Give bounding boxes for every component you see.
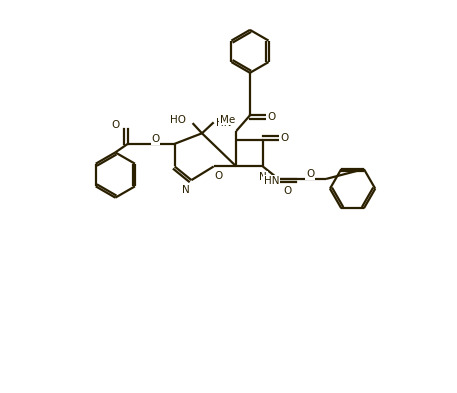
Text: HO: HO	[170, 116, 186, 125]
Text: HN: HN	[216, 118, 232, 128]
Text: N: N	[182, 185, 190, 195]
Text: O: O	[283, 186, 291, 196]
Text: HN: HN	[264, 176, 279, 186]
Text: N: N	[259, 172, 267, 182]
Text: O: O	[306, 169, 314, 179]
Text: O: O	[280, 133, 288, 143]
Text: O: O	[112, 120, 120, 130]
Text: O: O	[267, 112, 276, 122]
Text: O: O	[215, 171, 223, 181]
Text: Me: Me	[220, 115, 235, 125]
Text: O: O	[151, 134, 159, 144]
